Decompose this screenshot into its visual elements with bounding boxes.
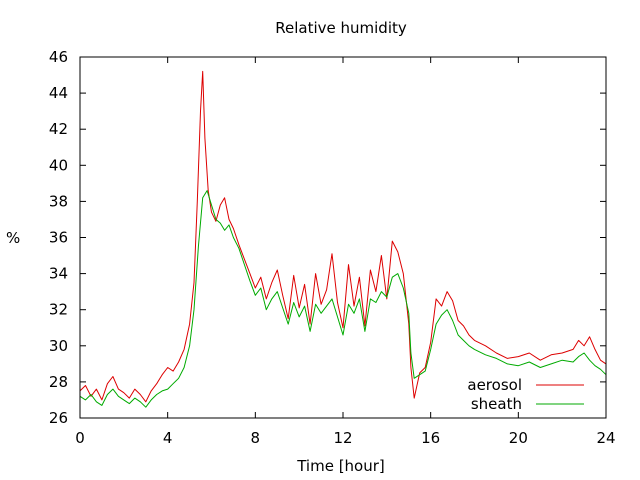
- ticks-layer: 0 4 8 12 16 20 24 26 28 30 32 34 36 38 40 42 44 46: [49, 48, 616, 447]
- y-tick-label: 42: [49, 120, 68, 138]
- series-line-sheath: [79, 190, 607, 408]
- y-tick-label: 36: [49, 229, 68, 247]
- x-tick-label: 0: [75, 429, 85, 447]
- x-tick-label: 16: [421, 429, 440, 447]
- x-tick-label: 12: [333, 429, 352, 447]
- y-tick-label: 38: [49, 192, 68, 210]
- legend-label: aerosol: [467, 376, 522, 394]
- y-axis-label: %: [6, 229, 20, 247]
- y-tick-label: 46: [49, 48, 68, 66]
- y-tick-label: 44: [49, 84, 68, 102]
- y-tick-label: 26: [49, 409, 68, 427]
- plot-frame: [79, 56, 607, 419]
- y-tick-label: 28: [49, 373, 68, 391]
- x-axis-label: Time [hour]: [296, 457, 385, 475]
- legend-label: sheath: [471, 395, 522, 413]
- y-tick-label: 40: [49, 156, 68, 174]
- y-tick-label: 30: [49, 337, 68, 355]
- series-layer: [79, 70, 607, 408]
- y-tick-label: 34: [49, 265, 68, 283]
- x-tick-label: 20: [509, 429, 528, 447]
- chart-title: Relative humidity: [275, 19, 407, 37]
- x-tick-label: 8: [251, 429, 261, 447]
- series-line-aerosol: [79, 70, 607, 403]
- x-tick-label: 4: [163, 429, 173, 447]
- x-tick-label: 24: [596, 429, 615, 447]
- y-tick-label: 32: [49, 301, 68, 319]
